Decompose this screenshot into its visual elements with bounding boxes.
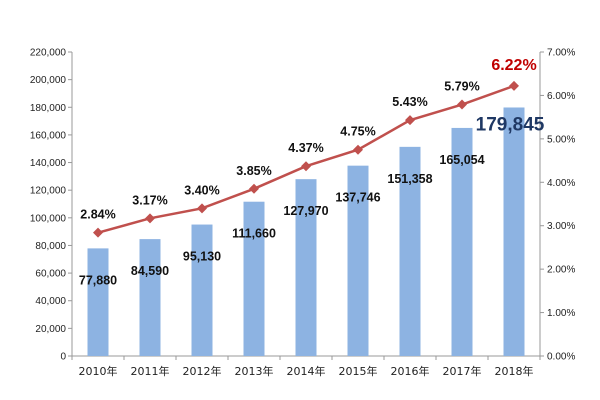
y-left-tick-label: 180,000 bbox=[30, 103, 67, 114]
y-right-tick-label: 6.00% bbox=[547, 91, 575, 102]
bar-value-label: 137,746 bbox=[335, 191, 380, 205]
y-left-tick-label: 200,000 bbox=[30, 75, 67, 86]
x-tick-label: 2017年 bbox=[443, 364, 482, 378]
percent-value-label: 3.40% bbox=[184, 183, 219, 197]
y-left-tick-label: 60,000 bbox=[35, 269, 66, 280]
y-left-tick-label: 220,000 bbox=[30, 48, 67, 59]
x-tick-label: 2010年 bbox=[79, 364, 118, 378]
x-tick-label: 2015年 bbox=[339, 364, 378, 378]
percent-marker bbox=[93, 227, 103, 238]
bar-value-label: 95,130 bbox=[183, 250, 221, 264]
bar-value-label: 179,845 bbox=[476, 114, 545, 135]
y-left-tick-label: 100,000 bbox=[30, 213, 67, 224]
bar bbox=[139, 239, 161, 356]
bar-value-label: 151,358 bbox=[387, 172, 432, 186]
y-left-tick-label: 20,000 bbox=[35, 324, 66, 335]
bar bbox=[399, 146, 421, 356]
percent-value-label: 4.75% bbox=[340, 125, 375, 139]
bar bbox=[347, 165, 369, 356]
percent-value-label: 2.84% bbox=[80, 208, 115, 222]
x-tick-label: 2011年 bbox=[131, 364, 170, 378]
y-right-tick-label: 1.00% bbox=[547, 308, 575, 319]
percent-marker bbox=[197, 203, 207, 214]
percent-value-label: 5.79% bbox=[444, 80, 479, 94]
y-left-tick-label: 120,000 bbox=[30, 186, 67, 197]
x-tick-label: 2013年 bbox=[235, 364, 274, 378]
y-right-tick-label: 3.00% bbox=[547, 221, 575, 232]
percent-value-label: 4.37% bbox=[288, 141, 323, 155]
y-left-tick-label: 160,000 bbox=[30, 130, 67, 141]
x-tick-label: 2012年 bbox=[183, 364, 222, 378]
x-tick-label: 2018年 bbox=[495, 364, 534, 378]
percent-value-label: 5.43% bbox=[392, 95, 427, 109]
y-right-tick-label: 2.00% bbox=[547, 265, 575, 276]
x-tick-label: 2016年 bbox=[391, 364, 430, 378]
y-right-tick-label: 0.00% bbox=[547, 352, 575, 363]
percent-value-label: 3.17% bbox=[132, 193, 167, 207]
percent-marker bbox=[145, 213, 155, 224]
bar bbox=[87, 248, 109, 356]
bar-value-label: 165,054 bbox=[439, 153, 484, 167]
y-left-tick-label: 140,000 bbox=[30, 158, 67, 169]
y-left-tick-label: 40,000 bbox=[35, 296, 66, 307]
bar bbox=[295, 179, 317, 356]
percent-marker bbox=[457, 99, 467, 110]
bar-value-label: 127,970 bbox=[283, 204, 328, 218]
bar-value-label: 111,660 bbox=[232, 227, 276, 241]
y-right-tick-label: 5.00% bbox=[547, 134, 575, 145]
percent-marker bbox=[301, 161, 311, 172]
bar bbox=[451, 127, 473, 356]
bar bbox=[503, 107, 525, 356]
percent-value-label: 6.22% bbox=[491, 57, 536, 74]
percent-marker bbox=[509, 80, 519, 91]
bar bbox=[243, 201, 265, 356]
percent-value-label: 3.85% bbox=[236, 164, 271, 178]
x-tick-label: 2014年 bbox=[287, 364, 326, 378]
bar-value-label: 77,880 bbox=[79, 273, 117, 287]
percent-marker bbox=[249, 183, 259, 194]
percent-marker bbox=[353, 144, 363, 155]
y-right-tick-label: 4.00% bbox=[547, 178, 575, 189]
bar bbox=[191, 224, 213, 356]
y-right-tick-label: 7.00% bbox=[547, 48, 575, 59]
y-left-tick-label: 0 bbox=[60, 352, 66, 363]
bar-value-label: 84,590 bbox=[131, 264, 169, 278]
y-left-tick-label: 80,000 bbox=[35, 241, 66, 252]
percent-marker bbox=[405, 115, 415, 126]
